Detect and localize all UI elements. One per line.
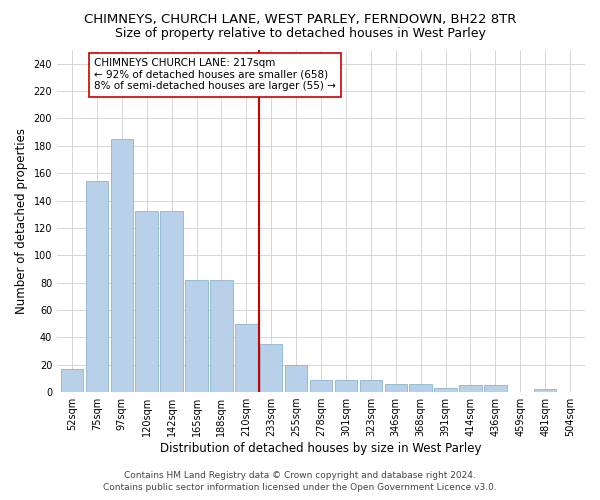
Y-axis label: Number of detached properties: Number of detached properties bbox=[15, 128, 28, 314]
Bar bbox=[359, 380, 382, 392]
Text: CHIMNEYS, CHURCH LANE, WEST PARLEY, FERNDOWN, BH22 8TR: CHIMNEYS, CHURCH LANE, WEST PARLEY, FERN… bbox=[84, 12, 516, 26]
X-axis label: Distribution of detached houses by size in West Parley: Distribution of detached houses by size … bbox=[160, 442, 482, 455]
Text: Contains HM Land Registry data © Crown copyright and database right 2024.
Contai: Contains HM Land Registry data © Crown c… bbox=[103, 471, 497, 492]
Bar bbox=[385, 384, 407, 392]
Bar bbox=[409, 384, 432, 392]
Text: CHIMNEYS CHURCH LANE: 217sqm
← 92% of detached houses are smaller (658)
8% of se: CHIMNEYS CHURCH LANE: 217sqm ← 92% of de… bbox=[94, 58, 336, 92]
Bar bbox=[86, 182, 108, 392]
Bar bbox=[185, 280, 208, 392]
Bar bbox=[434, 388, 457, 392]
Bar bbox=[136, 212, 158, 392]
Bar bbox=[285, 364, 307, 392]
Bar bbox=[335, 380, 357, 392]
Bar bbox=[260, 344, 283, 392]
Text: Size of property relative to detached houses in West Parley: Size of property relative to detached ho… bbox=[115, 28, 485, 40]
Bar bbox=[110, 139, 133, 392]
Bar bbox=[459, 385, 482, 392]
Bar bbox=[210, 280, 233, 392]
Bar bbox=[534, 390, 556, 392]
Bar bbox=[160, 212, 183, 392]
Bar bbox=[61, 369, 83, 392]
Bar bbox=[310, 380, 332, 392]
Bar bbox=[235, 324, 257, 392]
Bar bbox=[484, 385, 506, 392]
